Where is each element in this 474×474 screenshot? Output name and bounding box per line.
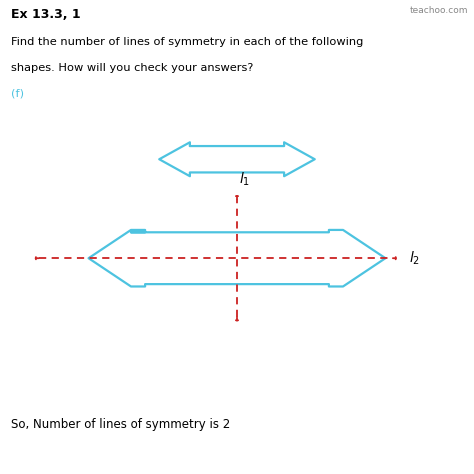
Text: Ex 13.3, 1: Ex 13.3, 1 <box>11 9 81 21</box>
Text: shapes. How will you check your answers?: shapes. How will you check your answers? <box>11 63 253 73</box>
Text: So, Number of lines of symmetry is 2: So, Number of lines of symmetry is 2 <box>11 419 230 431</box>
Text: $\mathit{l}_1$: $\mathit{l}_1$ <box>239 170 250 188</box>
Text: (f): (f) <box>11 89 24 99</box>
Text: Find the number of lines of symmetry in each of the following: Find the number of lines of symmetry in … <box>11 36 363 47</box>
Text: $\mathit{l}_2$: $\mathit{l}_2$ <box>409 249 420 267</box>
Text: teachoo.com: teachoo.com <box>410 6 468 15</box>
